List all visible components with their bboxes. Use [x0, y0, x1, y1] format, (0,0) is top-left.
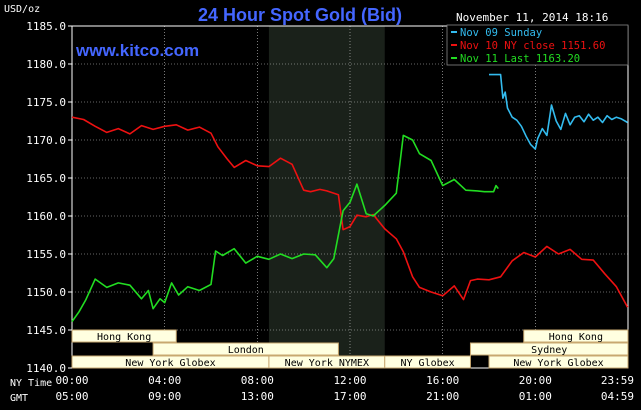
y-tick-label: 1175.0: [26, 96, 66, 109]
chart-title: 24 Hour Spot Gold (Bid): [198, 5, 402, 25]
legend-entry: Nov 11 Last 1163.20: [460, 53, 580, 65]
x-tick-ny: 04:00: [148, 374, 181, 387]
y-tick-label: 1150.0: [26, 286, 66, 299]
series-line-nov10: [71, 116, 629, 308]
y-axis-label: USD/oz: [4, 4, 40, 15]
y-tick-label: 1140.0: [26, 362, 66, 375]
y-tick-label: 1165.0: [26, 172, 66, 185]
y-tick-label: 1145.0: [26, 324, 66, 337]
x-tick-gmt: 09:00: [148, 390, 181, 403]
session-label: NY Globex: [401, 358, 455, 369]
x-axis-gmt-label: GMT: [10, 393, 28, 404]
x-tick-gmt: 21:00: [426, 390, 459, 403]
session-label: Sydney: [531, 345, 567, 356]
y-tick-label: 1170.0: [26, 134, 66, 147]
x-axis: NY Time GMT 00:00 05:00 04:00 09:00 08:00 13:00…: [10, 374, 634, 404]
series-line-nov09: [489, 73, 628, 150]
x-tick-gmt: 04:59: [601, 390, 634, 403]
session-bar: [523, 329, 629, 343]
y-tick-label: 1180.0: [26, 58, 66, 71]
x-tick-ny: 16:00: [426, 374, 459, 387]
session-label: Hong Kong: [97, 332, 151, 343]
x-tick-gmt: 01:00: [519, 390, 552, 403]
legend-box: [446, 24, 629, 66]
x-tick-ny: 20:00: [519, 374, 552, 387]
shaded-region: [268, 26, 385, 368]
session-bar: [488, 355, 629, 369]
session-label: New York Globex: [125, 358, 215, 369]
x-tick-ny: 00:00: [55, 374, 88, 387]
session-bars: Hong Kong London New York Globex New York N…: [71, 329, 629, 369]
y-tick-label: 1155.0: [26, 248, 66, 261]
x-tick-ny: 23:59: [601, 374, 634, 387]
watermark-url: www.kitco.com: [75, 41, 199, 60]
session-label: Hong Kong: [549, 332, 603, 343]
x-axis-ny-label: NY Time: [10, 378, 52, 389]
session-bar: [71, 329, 177, 343]
y-tick-label: 1160.0: [26, 210, 66, 223]
y-tick-label: 1185.0: [26, 20, 66, 33]
session-label: London: [228, 345, 264, 356]
x-tick-ny: 12:00: [333, 374, 366, 387]
y-axis: 1185.0 1180.0 1175.0 1170.0 1165.0 1160.0 1155…: [26, 20, 72, 375]
legend-entry: Nov 10 NY close 1151.60: [460, 40, 605, 52]
x-tick-gmt: 17:00: [333, 390, 366, 403]
chart-timestamp: November 11, 2014 18:16: [456, 11, 608, 24]
session-bar: [469, 342, 629, 356]
session-bar: [152, 342, 339, 356]
legend-entry: Nov 09 Sunday: [460, 27, 542, 39]
grid-lines: [71, 25, 629, 369]
session-bar: [384, 355, 471, 369]
session-label: New York Globex: [513, 358, 603, 369]
x-tick-ny: 08:00: [241, 374, 274, 387]
x-tick-gmt: 13:00: [241, 390, 274, 403]
series-line-nov11: [71, 134, 499, 323]
session-label: New York NYMEX: [285, 358, 369, 369]
x-tick-gmt: 05:00: [55, 390, 88, 403]
series-layer: [71, 73, 629, 323]
